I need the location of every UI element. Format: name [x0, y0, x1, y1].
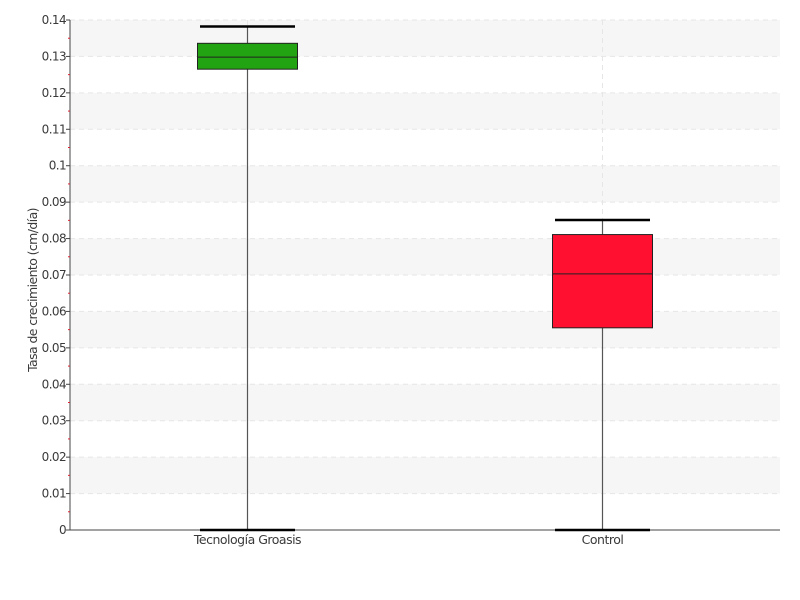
y-tick-label: 0.06 [42, 304, 66, 318]
boxes [197, 25, 653, 532]
y-tick-label: 0.13 [42, 49, 66, 63]
y-axis-title: Tasa de crecimiento (cm/día) [25, 208, 40, 373]
y-tick-label: 0.09 [42, 195, 66, 209]
y-tick-label: 0.03 [42, 414, 66, 428]
background-bands [70, 20, 780, 494]
x-category-label: Control [582, 532, 624, 547]
grid-band [70, 165, 780, 203]
y-tick-label: 0.1 [49, 159, 66, 173]
y-tick-label: 0.08 [42, 232, 66, 246]
x-category-label: Tecnología Groasis [193, 532, 301, 547]
y-tick-label: 0.01 [42, 487, 66, 501]
y-tick-label: 0.14 [42, 13, 66, 27]
y-axis-ticks: 0 0.01 0.02 0.03 0.04 0.05 0.06 0.07 0.08 0.09 0.1… [42, 13, 70, 537]
grid-band [70, 238, 780, 275]
y-tick-label: 0 [59, 523, 66, 537]
grid-band [70, 311, 780, 348]
y-tick-label: 0.02 [42, 450, 66, 464]
box-iqr [197, 42, 298, 70]
y-tick-label: 0.11 [42, 122, 66, 136]
box-iqr [552, 234, 653, 329]
y-tick-label: 0.04 [42, 377, 66, 391]
grid-band [70, 92, 780, 130]
grid-band [70, 457, 780, 494]
y-tick-label: 0.07 [42, 268, 66, 282]
x-axis-labels: Tecnología Groasis Control [193, 532, 624, 547]
y-tick-label: 0.05 [42, 341, 66, 355]
y-tick-label: 0.12 [42, 86, 66, 100]
grid-band [70, 20, 780, 57]
grid-band [70, 384, 780, 421]
